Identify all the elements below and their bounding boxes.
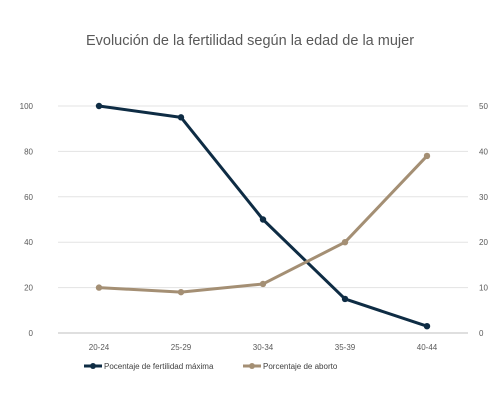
chart-title: Evolución de la fertilidad según la edad… (85, 33, 415, 49)
left-tick-label: 80 (24, 147, 33, 156)
data-point (95, 102, 103, 110)
left-tick-label: 20 (24, 284, 33, 293)
data-point (259, 216, 267, 223)
x-tick-label: 20-24 (89, 343, 110, 352)
data-point (423, 322, 431, 330)
right-tick-label: 10 (479, 284, 488, 293)
x-tick-label: 25-29 (171, 343, 192, 352)
data-point (259, 280, 267, 288)
x-tick-label: 40-44 (417, 343, 438, 352)
x-tick-label: 35-39 (335, 343, 356, 352)
series-2 (95, 152, 431, 296)
data-point (341, 295, 349, 303)
right-tick-label: 30 (479, 193, 488, 202)
left-tick-label: 40 (24, 238, 33, 247)
left-tick-label: 0 (29, 329, 34, 338)
legend-label: Pocentaje de fertilidad máxima (104, 362, 214, 371)
series-1 (95, 102, 431, 330)
gridlines (58, 105, 468, 334)
right-tick-label: 20 (479, 238, 488, 247)
legend-label: Porcentaje de aborto (263, 362, 338, 371)
data-point (423, 152, 431, 160)
data-point (341, 239, 349, 246)
legend-swatch-marker (90, 363, 96, 369)
right-tick-label: 40 (479, 147, 488, 156)
right-axis-ticks: 0 10 20 30 40 50 (479, 102, 488, 338)
legend-swatch-marker (249, 363, 255, 369)
left-tick-label: 100 (20, 102, 34, 111)
legend-item-2: Porcentaje de aborto (243, 362, 338, 371)
series-line (98, 104, 428, 328)
data-point (95, 284, 103, 291)
legend-item-1: Pocentaje de fertilidad máxima (84, 362, 214, 371)
series-line (98, 154, 429, 294)
right-tick-label: 0 (479, 329, 484, 338)
right-tick-label: 50 (479, 102, 488, 111)
series-lines (95, 102, 431, 330)
legend: Pocentaje de fertilidad máxima Porcentaje… (84, 362, 338, 371)
data-point (177, 288, 185, 296)
x-axis-ticks: 20-24 25-29 30-34 35-39 40-44 (89, 343, 438, 352)
x-tick-label: 30-34 (253, 343, 274, 352)
data-point (177, 114, 185, 121)
left-axis-ticks: 0 20 40 60 80 100 (20, 102, 34, 338)
left-tick-label: 60 (24, 193, 33, 202)
